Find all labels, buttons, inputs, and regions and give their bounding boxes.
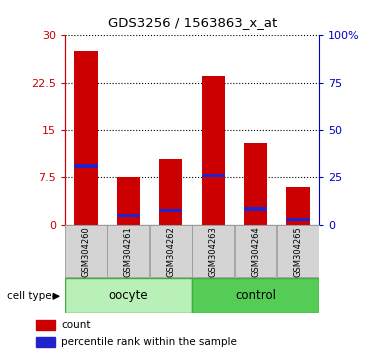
Bar [244, 143, 267, 225]
Bar [75, 164, 98, 168]
Bar [201, 174, 225, 177]
Bar [201, 76, 225, 225]
Bar [75, 51, 98, 225]
Text: GSM304261: GSM304261 [124, 226, 133, 277]
Bar [117, 177, 140, 225]
Bar [286, 218, 309, 221]
FancyBboxPatch shape [277, 225, 319, 278]
Text: GSM304260: GSM304260 [82, 226, 91, 277]
Text: count: count [61, 320, 91, 330]
Bar [159, 209, 183, 212]
FancyBboxPatch shape [192, 225, 234, 278]
FancyBboxPatch shape [192, 278, 319, 313]
FancyBboxPatch shape [234, 225, 276, 278]
Text: percentile rank within the sample: percentile rank within the sample [61, 337, 237, 347]
Text: GSM304262: GSM304262 [166, 226, 175, 277]
FancyBboxPatch shape [108, 225, 150, 278]
Text: GDS3256 / 1563863_x_at: GDS3256 / 1563863_x_at [108, 16, 278, 29]
FancyBboxPatch shape [65, 225, 107, 278]
Text: cell type: cell type [7, 291, 52, 301]
Text: GSM304264: GSM304264 [251, 226, 260, 277]
Bar [244, 207, 267, 211]
FancyBboxPatch shape [65, 278, 192, 313]
Text: control: control [235, 289, 276, 302]
Bar [36, 337, 55, 347]
Text: GSM304265: GSM304265 [293, 226, 302, 277]
FancyBboxPatch shape [150, 225, 192, 278]
Text: GSM304263: GSM304263 [209, 226, 218, 277]
Bar [159, 159, 183, 225]
Bar [286, 187, 309, 225]
Text: oocyte: oocyte [109, 289, 148, 302]
Bar [36, 320, 55, 330]
Bar [117, 214, 140, 217]
